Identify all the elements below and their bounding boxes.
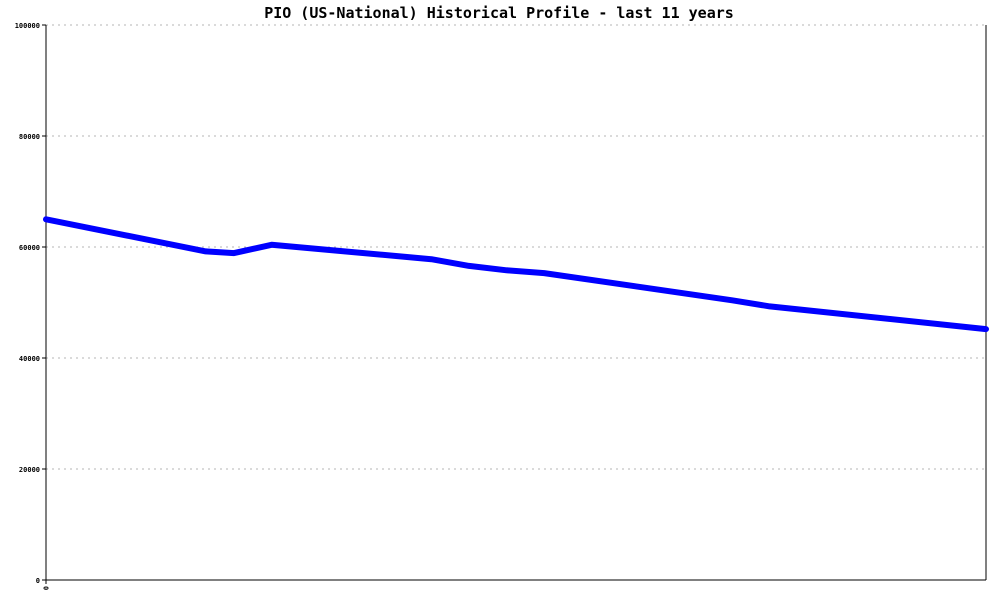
y-tick-label: 60000 xyxy=(19,244,40,252)
y-tick-label: 20000 xyxy=(19,466,40,474)
chart-title: PIO (US-National) Historical Profile - l… xyxy=(264,4,734,22)
y-tick-label: 100000 xyxy=(15,22,40,30)
y-tick-label: 80000 xyxy=(19,133,40,141)
y-tick-label: 0 xyxy=(36,577,40,585)
y-tick-label: 40000 xyxy=(19,355,40,363)
grid-lines xyxy=(46,24,986,470)
x-tick-label: 0 xyxy=(43,586,51,590)
series-line xyxy=(43,216,989,333)
axes xyxy=(45,25,987,581)
x-tick-labels: 0 xyxy=(43,580,51,590)
series-lines xyxy=(43,216,989,333)
y-tick-labels: 0 20000 40000 60000 80000 100000 xyxy=(15,22,46,585)
